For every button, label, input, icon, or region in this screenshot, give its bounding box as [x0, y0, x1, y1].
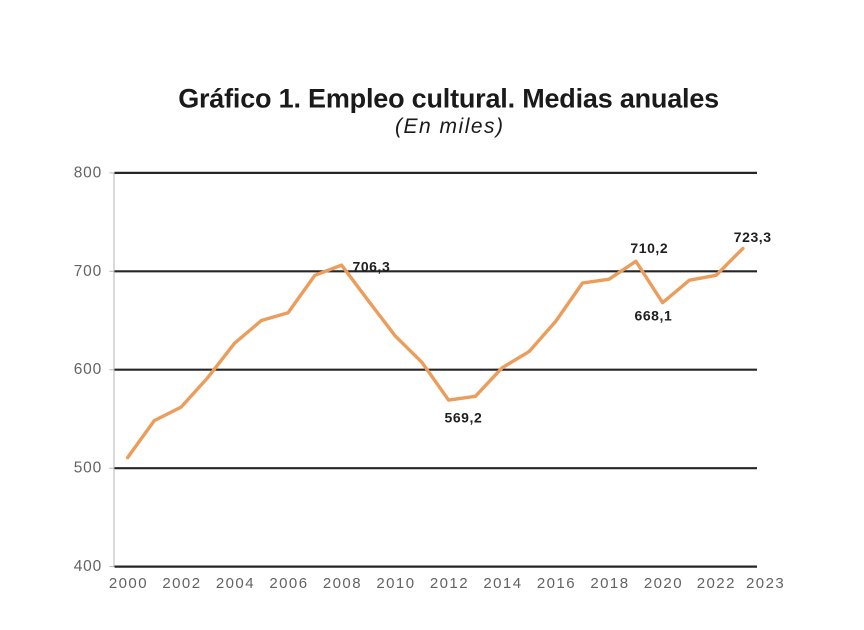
svg-text:(En miles): (En miles)	[395, 115, 505, 138]
svg-text:2023: 2023	[746, 575, 785, 592]
svg-text:2010: 2010	[376, 575, 415, 592]
svg-text:569,2: 569,2	[445, 409, 483, 425]
svg-text:400: 400	[74, 558, 102, 575]
svg-text:Gráfico 1. Empleo cultural. Me: Gráfico 1. Empleo cultural. Medias anual…	[178, 84, 719, 114]
svg-text:2020: 2020	[644, 575, 683, 592]
svg-text:2000: 2000	[109, 575, 148, 592]
svg-text:2014: 2014	[483, 575, 522, 592]
svg-text:2022: 2022	[697, 575, 736, 592]
svg-text:2008: 2008	[323, 575, 362, 592]
svg-text:500: 500	[74, 460, 102, 477]
svg-text:2004: 2004	[216, 575, 255, 592]
svg-text:700: 700	[74, 263, 102, 280]
svg-text:2012: 2012	[430, 575, 469, 592]
svg-text:710,2: 710,2	[630, 240, 668, 256]
svg-text:668,1: 668,1	[635, 308, 673, 324]
svg-text:2006: 2006	[269, 575, 308, 592]
svg-text:800: 800	[74, 164, 102, 181]
svg-text:2018: 2018	[590, 575, 629, 592]
svg-text:723,3: 723,3	[734, 229, 772, 245]
svg-text:2002: 2002	[162, 575, 201, 592]
svg-text:2016: 2016	[537, 575, 576, 592]
svg-text:706,3: 706,3	[353, 258, 391, 274]
svg-text:600: 600	[74, 361, 102, 378]
